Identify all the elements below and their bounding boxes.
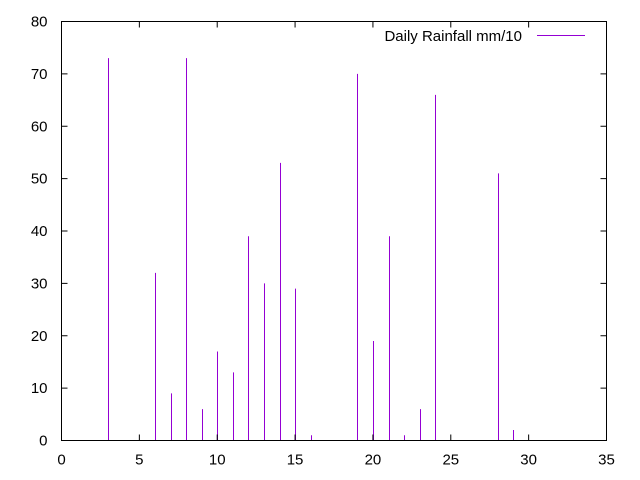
y-tick-label: 40 — [31, 223, 48, 240]
x-tick-label: 35 — [598, 452, 615, 469]
x-tick-label: 25 — [442, 452, 459, 469]
x-tick-label: 20 — [365, 452, 382, 469]
y-tick-label: 10 — [31, 380, 48, 397]
legend-label: Daily Rainfall mm/10 — [384, 28, 522, 45]
y-tick-label: 50 — [31, 171, 48, 188]
y-tick-label: 60 — [31, 118, 48, 135]
legend: Daily Rainfall mm/10 — [384, 28, 585, 45]
plot-frame — [61, 21, 607, 441]
x-tick-label: 10 — [209, 452, 226, 469]
y-tick-label: 20 — [31, 328, 48, 345]
y-tick-label: 0 — [39, 433, 47, 450]
x-tick-label: 30 — [520, 452, 537, 469]
x-tick-label: 5 — [135, 452, 143, 469]
x-axis: 0 5 10 15 20 25 30 35 — [57, 21, 615, 469]
x-tick-label: 15 — [287, 452, 304, 469]
y-tick-label: 80 — [31, 14, 48, 31]
y-tick-label: 70 — [31, 66, 48, 83]
y-axis: 0 10 20 30 40 50 60 70 80 — [31, 14, 607, 450]
y-tick-label: 30 — [31, 275, 48, 292]
impulse-series — [108, 58, 514, 441]
x-tick-label: 0 — [57, 452, 65, 469]
